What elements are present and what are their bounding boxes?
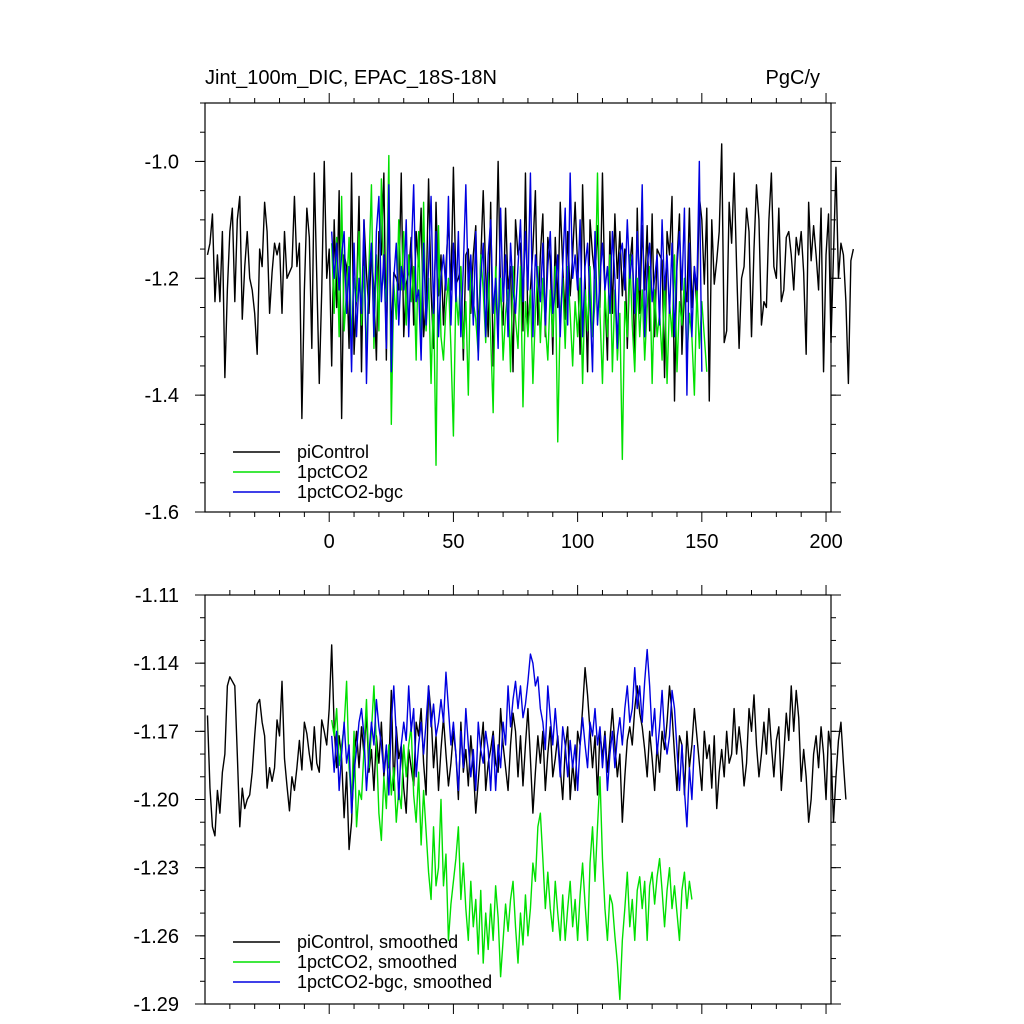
bottom-legend-label-2: 1pctCO2-bgc, smoothed <box>297 972 492 992</box>
bottom-y-tick-label: -1.23 <box>133 858 179 880</box>
top-chart-title: Jint_100m_DIC, EPAC_18S-18N <box>205 67 497 89</box>
top-y-tick-label: -1.4 <box>145 385 179 407</box>
top-x-tick-label: 200 <box>809 531 842 553</box>
top-y-tick-label: -1.6 <box>145 502 179 524</box>
bottom-series-line-2 <box>330 648 696 828</box>
top-chart-units: PgC/y <box>766 67 820 89</box>
bottom-y-tick-label: -1.29 <box>133 994 179 1016</box>
top-y-tick-label: -1.2 <box>145 268 179 290</box>
bottom-series-line-1 <box>330 680 693 1001</box>
bottom-y-tick-label: -1.14 <box>133 653 179 675</box>
top-legend-label-1: 1pctCO2 <box>297 462 368 482</box>
top-x-tick-label: 150 <box>685 531 718 553</box>
bottom-panel: -1.29 -1.26 -1.23 -1.20 -1.17 -1.14 -1.11 piCo… <box>133 585 847 1016</box>
top-x-tick-label: 0 <box>324 531 335 553</box>
bottom-legend-label-1: 1pctCO2, smoothed <box>297 952 457 972</box>
top-x-tick-label: 100 <box>561 531 594 553</box>
top-series-line-1 <box>330 154 708 466</box>
bottom-y-tick-label: -1.17 <box>133 721 179 743</box>
bottom-axis-ticks: -1.29 -1.26 -1.23 -1.20 -1.17 -1.14 -1.11 <box>133 585 841 1016</box>
top-panel: Jint_100m_DIC, EPAC_18S-18N PgC/y 0 50 100… <box>145 67 855 553</box>
bottom-legend-label-0: piControl, smoothed <box>297 932 458 952</box>
top-y-tick-label: -1.0 <box>145 151 179 173</box>
bottom-series-line-0 <box>206 644 847 851</box>
top-series-lines <box>206 143 855 466</box>
bottom-y-tick-label: -1.26 <box>133 926 179 948</box>
bottom-y-tick-label: -1.20 <box>133 790 179 812</box>
top-axis-ticks: 0 50 100 150 200 -1.6 -1.4 -1.2 -1.0 <box>145 93 843 553</box>
top-legend-label-0: piControl <box>297 442 369 462</box>
top-x-tick-label: 50 <box>442 531 464 553</box>
bottom-series-lines <box>206 644 847 1001</box>
top-series-line-2 <box>330 160 703 396</box>
bottom-y-tick-label: -1.11 <box>135 585 179 607</box>
top-legend-label-2: 1pctCO2-bgc <box>297 482 403 502</box>
